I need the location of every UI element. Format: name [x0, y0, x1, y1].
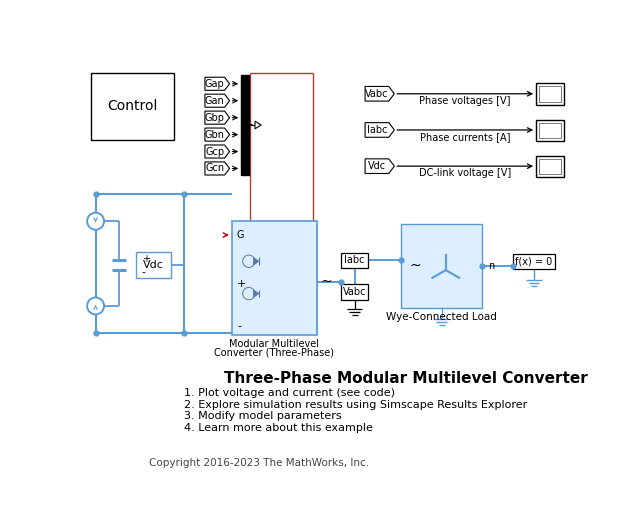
Polygon shape	[253, 257, 259, 265]
Bar	[234, 223, 317, 333]
Circle shape	[243, 255, 255, 267]
Bar	[237, 226, 317, 331]
Text: Converter (Three-Phase): Converter (Three-Phase)	[214, 348, 334, 358]
Bar	[513, 253, 555, 269]
Text: Gcn: Gcn	[205, 164, 224, 174]
Text: n: n	[488, 261, 494, 271]
Bar	[539, 159, 561, 174]
Text: G: G	[237, 230, 244, 240]
Text: ~: ~	[410, 259, 421, 273]
Text: -: -	[237, 321, 241, 331]
Bar	[136, 252, 171, 278]
Circle shape	[87, 297, 104, 314]
Text: -: -	[142, 267, 146, 277]
Polygon shape	[365, 159, 394, 174]
Text: +: +	[142, 254, 150, 264]
Text: f(x) = 0: f(x) = 0	[515, 256, 553, 266]
Text: Phase voltages [V]: Phase voltages [V]	[419, 96, 511, 106]
Text: Gan: Gan	[205, 96, 224, 106]
Polygon shape	[205, 128, 229, 141]
Text: Gbn: Gbn	[204, 129, 225, 139]
Text: DC-link voltage [V]: DC-link voltage [V]	[419, 168, 512, 178]
Bar	[241, 75, 249, 175]
Bar	[341, 285, 368, 300]
Text: 3. Modify model parameters: 3. Modify model parameters	[184, 411, 342, 421]
Text: Vabc: Vabc	[365, 89, 388, 99]
Circle shape	[87, 213, 104, 230]
Text: Iabc: Iabc	[344, 256, 365, 266]
Polygon shape	[365, 122, 394, 137]
Text: ~: ~	[320, 275, 332, 289]
Text: Vdc: Vdc	[368, 161, 386, 171]
Bar	[536, 119, 563, 141]
Bar	[536, 156, 563, 177]
Text: Gbp: Gbp	[204, 112, 225, 122]
Text: +: +	[237, 279, 247, 289]
Text: Gcp: Gcp	[205, 147, 224, 156]
Bar	[239, 228, 317, 328]
Polygon shape	[205, 94, 229, 107]
Bar	[539, 87, 561, 102]
Text: Iabc: Iabc	[367, 125, 387, 135]
Polygon shape	[205, 77, 229, 90]
Text: Vdc: Vdc	[143, 260, 163, 270]
Polygon shape	[205, 145, 229, 158]
Bar	[341, 253, 368, 268]
Text: Control: Control	[107, 99, 158, 114]
Bar	[401, 223, 482, 308]
Text: Gap: Gap	[205, 79, 224, 89]
Bar	[91, 73, 174, 140]
Circle shape	[243, 287, 255, 300]
Bar	[539, 122, 561, 138]
Text: Modular Multilevel: Modular Multilevel	[229, 340, 319, 350]
Text: Wye-Connected Load: Wye-Connected Load	[387, 313, 497, 323]
Text: Three-Phase Modular Multilevel Converter: Three-Phase Modular Multilevel Converter	[224, 371, 588, 386]
Polygon shape	[253, 290, 259, 297]
Polygon shape	[255, 121, 261, 129]
Bar	[536, 83, 563, 105]
Bar	[232, 221, 317, 335]
Text: Copyright 2016-2023 The MathWorks, Inc.: Copyright 2016-2023 The MathWorks, Inc.	[149, 458, 369, 468]
Polygon shape	[365, 87, 394, 101]
Text: 1. Plot voltage and current (see code): 1. Plot voltage and current (see code)	[184, 388, 395, 398]
Text: 2. Explore simulation results using Simscape Results Explorer: 2. Explore simulation results using Sims…	[184, 400, 528, 410]
Text: Phase currents [A]: Phase currents [A]	[420, 132, 510, 142]
Polygon shape	[205, 162, 229, 175]
Text: 4. Learn more about this example: 4. Learn more about this example	[184, 423, 373, 433]
Polygon shape	[205, 111, 229, 124]
Text: Vabc: Vabc	[343, 287, 367, 297]
